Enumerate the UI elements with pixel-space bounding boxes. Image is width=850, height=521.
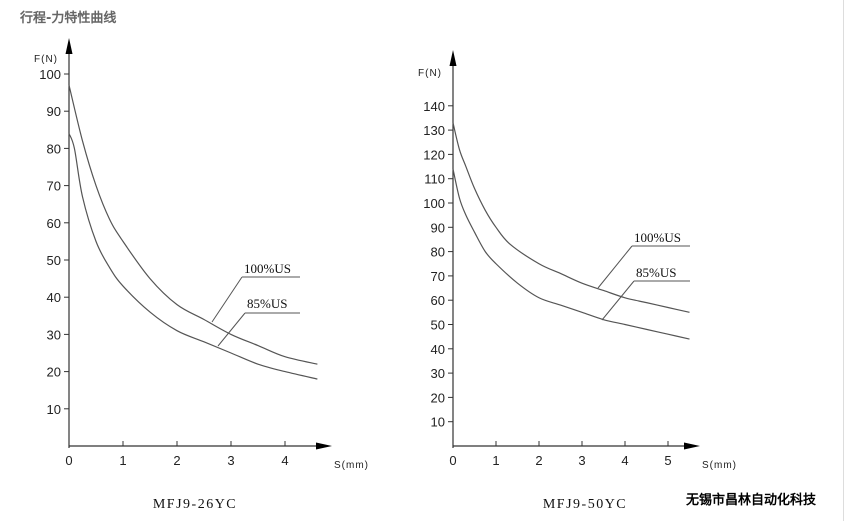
x-tick-label: 3 [227, 453, 234, 468]
y-tick-label: 100 [423, 196, 445, 211]
x-tick-label: 4 [281, 453, 288, 468]
x-tick-label: 1 [492, 453, 499, 468]
y-tick-label: 110 [424, 172, 445, 187]
x-tick-label: 0 [449, 453, 456, 468]
y-tick-label: 90 [47, 104, 61, 119]
series-label: 85%US [636, 265, 676, 280]
y-tick-label: 30 [47, 327, 61, 342]
y-axis-label: F(N) [34, 54, 58, 65]
series-line-85us [452, 168, 690, 340]
series-leader-line [211, 276, 243, 323]
y-tick-label: 50 [431, 318, 445, 333]
y-tick-label: 20 [47, 365, 61, 380]
y-tick-label: 130 [423, 123, 445, 138]
x-tick-label: 4 [621, 453, 628, 468]
series-line-100us [68, 85, 318, 365]
y-tick-label: 80 [431, 245, 445, 260]
chart-caption: MFJ9-26YC [153, 497, 237, 512]
x-axis-label: S(mm) [702, 460, 737, 471]
x-axis-arrow-icon [316, 442, 332, 450]
series-label: 100%US [634, 230, 681, 245]
x-tick-label: 0 [65, 453, 72, 468]
x-tick-label: 2 [535, 453, 542, 468]
company-name: 无锡市昌林自动化科技 [686, 493, 817, 508]
y-tick-label: 40 [47, 290, 61, 305]
y-tick-label: 80 [47, 141, 61, 156]
x-axis-label: S(mm) [334, 460, 369, 471]
y-axis-arrow-icon [449, 50, 457, 66]
series-leader-line [217, 312, 246, 347]
y-tick-label: 30 [431, 366, 445, 381]
x-tick-label: 5 [664, 453, 671, 468]
y-axis-label: F(N) [418, 68, 442, 79]
series-leader-line [601, 280, 635, 321]
y-tick-label: 10 [431, 415, 445, 430]
series-leader-line [597, 245, 633, 289]
x-axis-arrow-icon [684, 442, 700, 450]
x-tick-label: 3 [578, 453, 585, 468]
series-label: 100%US [244, 261, 291, 276]
y-axis-arrow-icon [65, 38, 73, 54]
series-line-85us [68, 133, 318, 380]
y-tick-label: 40 [431, 342, 445, 357]
y-tick-label: 50 [47, 253, 61, 268]
page-title: 行程-力特性曲线 [20, 11, 117, 26]
series-line-100us [452, 122, 690, 313]
y-tick-label: 140 [423, 99, 445, 114]
y-tick-label: 60 [47, 216, 61, 231]
y-tick-label: 70 [431, 269, 445, 284]
y-tick-label: 90 [431, 220, 445, 235]
y-tick-label: 120 [423, 147, 445, 162]
y-tick-label: 100 [39, 67, 61, 82]
x-tick-label: 1 [119, 453, 126, 468]
chart-caption: MFJ9-50YC [543, 497, 627, 512]
y-tick-label: 70 [47, 179, 61, 194]
y-tick-label: 10 [47, 402, 61, 417]
y-tick-label: 60 [431, 293, 445, 308]
series-label: 85%US [247, 296, 287, 311]
y-tick-label: 20 [431, 390, 445, 405]
right-border [843, 0, 844, 521]
x-tick-label: 2 [173, 453, 180, 468]
